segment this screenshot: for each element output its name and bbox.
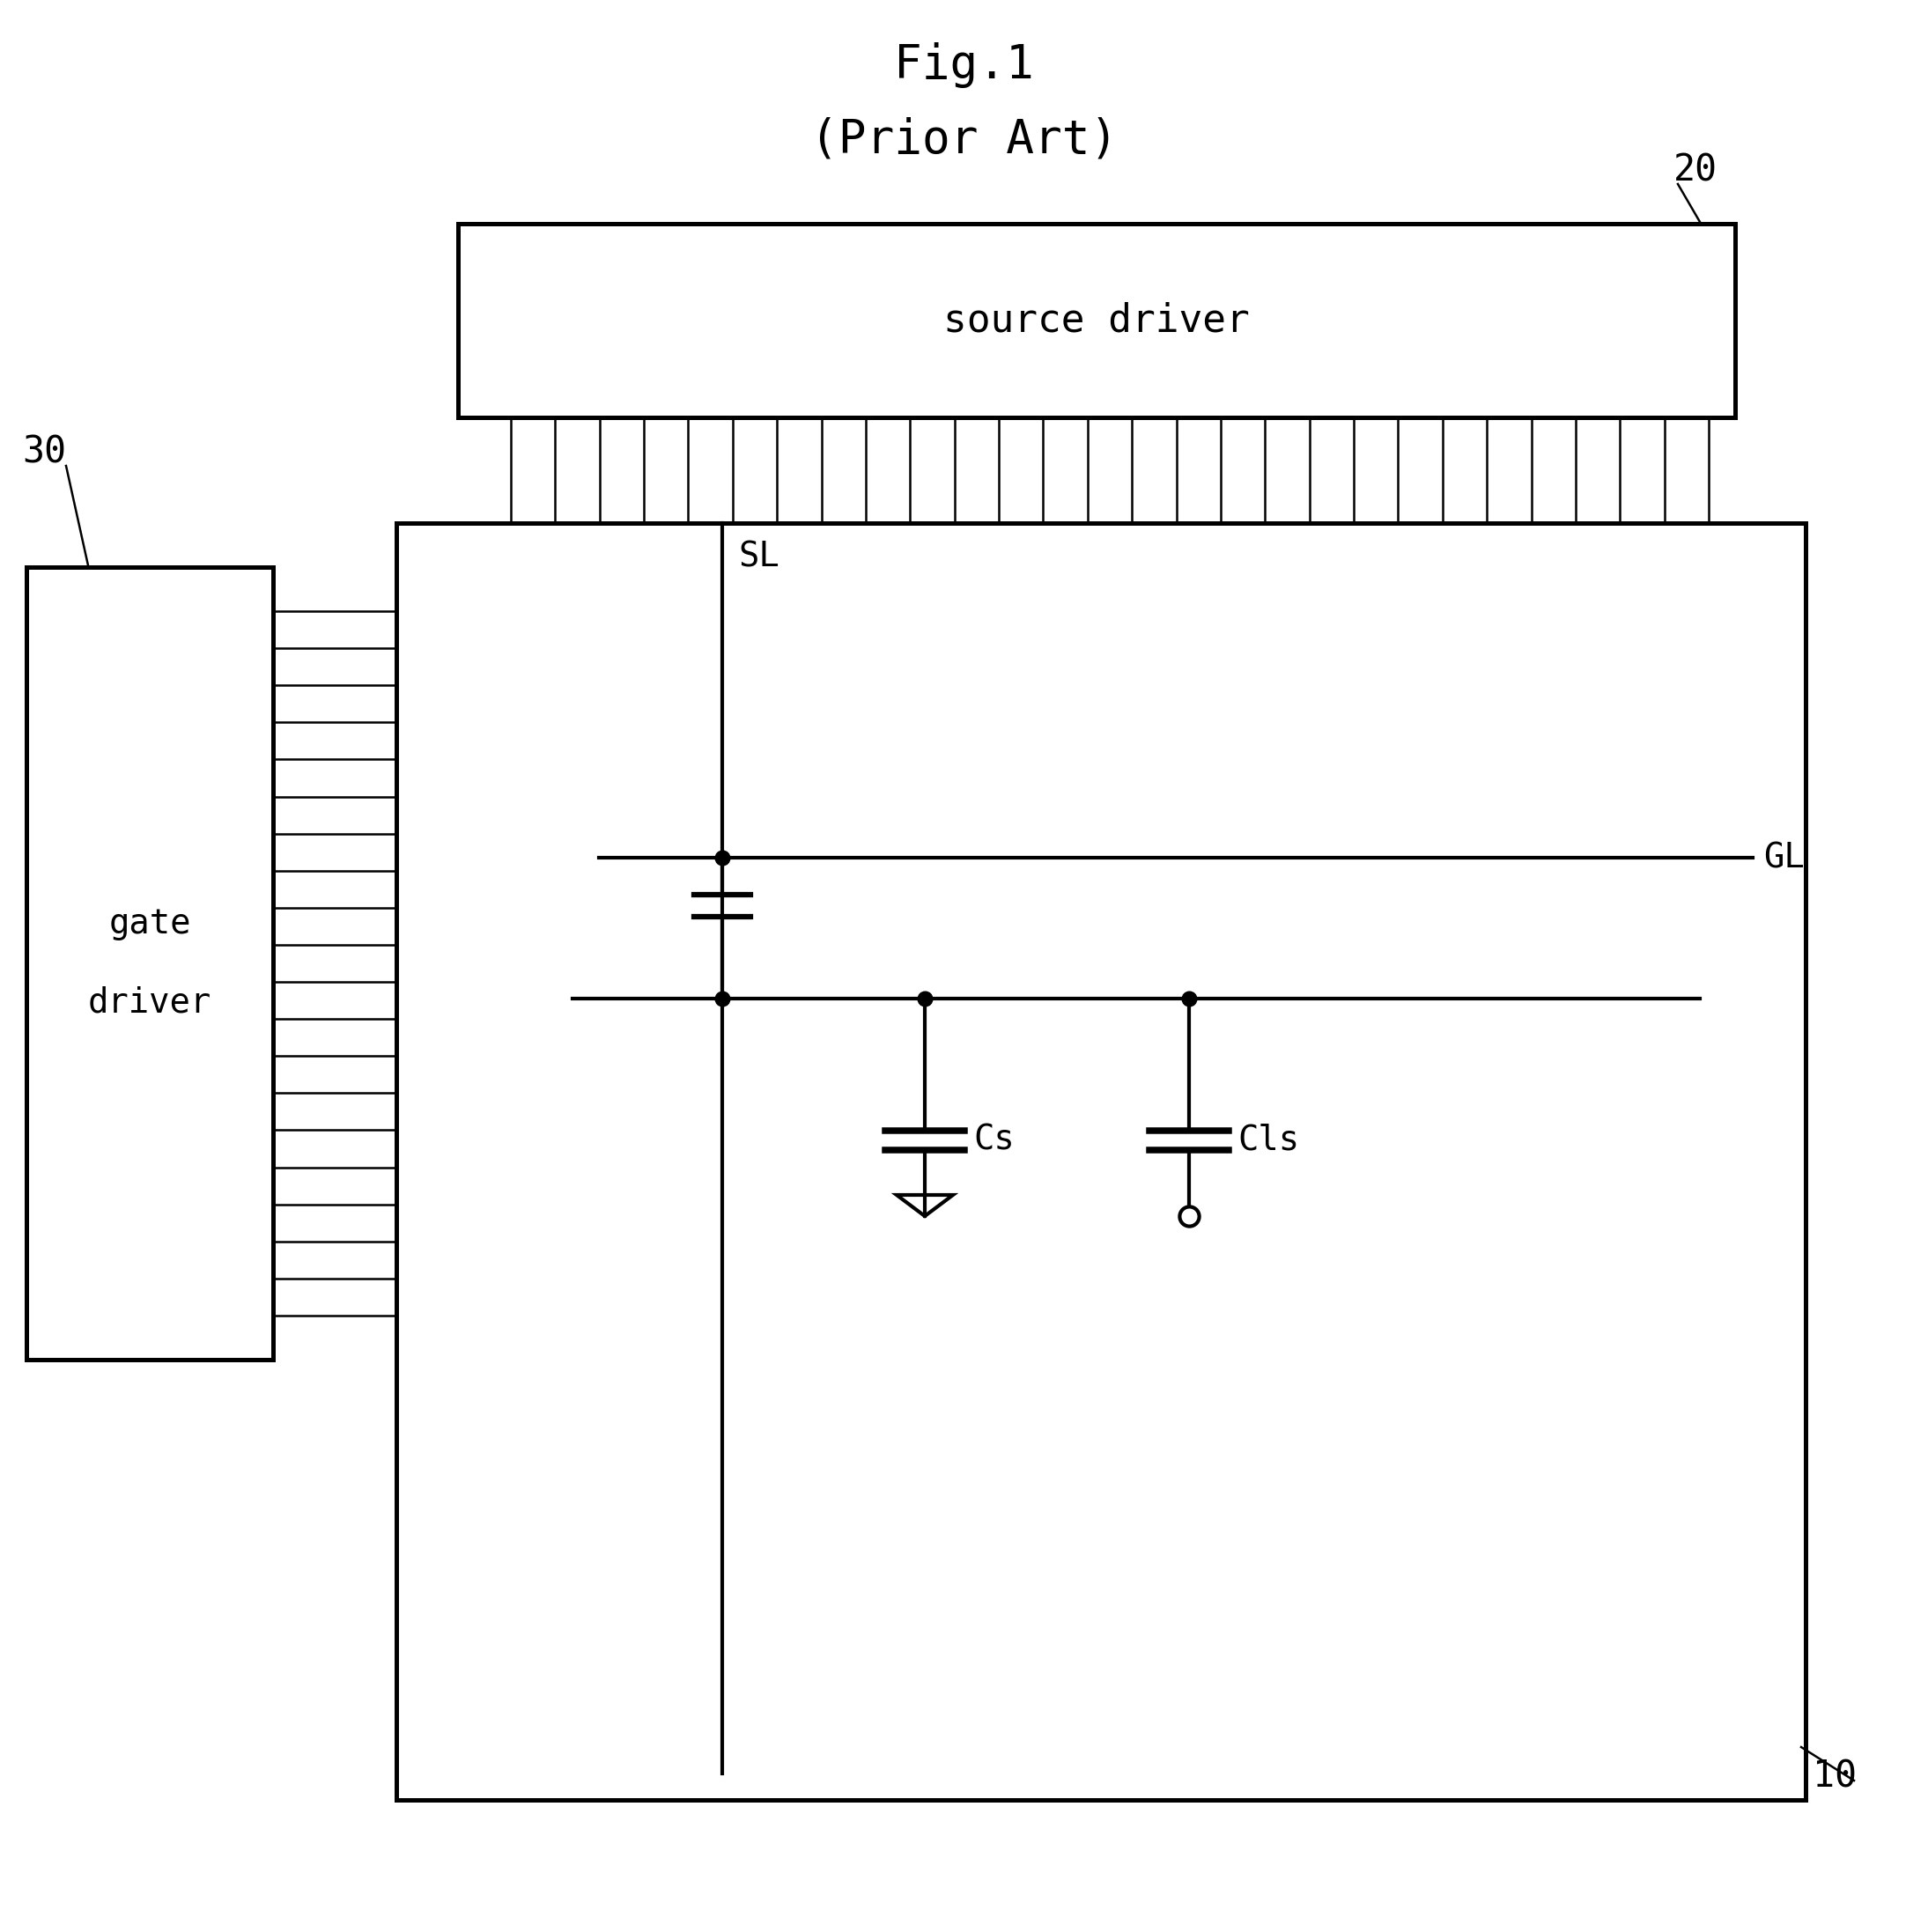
Text: 20: 20 (1674, 153, 1718, 189)
Text: SL: SL (738, 541, 779, 574)
Text: (Prior Art): (Prior Art) (810, 118, 1118, 162)
Text: driver: driver (89, 985, 212, 1020)
Text: Cs: Cs (974, 1124, 1014, 1157)
Text: source driver: source driver (943, 301, 1249, 340)
Text: gate: gate (108, 906, 191, 941)
Text: Fig.1: Fig.1 (895, 43, 1033, 89)
Text: 30: 30 (21, 435, 66, 471)
Bar (397, 524, 1807, 1801)
Text: 10: 10 (1812, 1758, 1857, 1795)
Bar (27, 568, 274, 1360)
Bar (459, 224, 1735, 417)
Text: GL: GL (1764, 840, 1805, 875)
Text: Cls: Cls (1238, 1124, 1299, 1157)
